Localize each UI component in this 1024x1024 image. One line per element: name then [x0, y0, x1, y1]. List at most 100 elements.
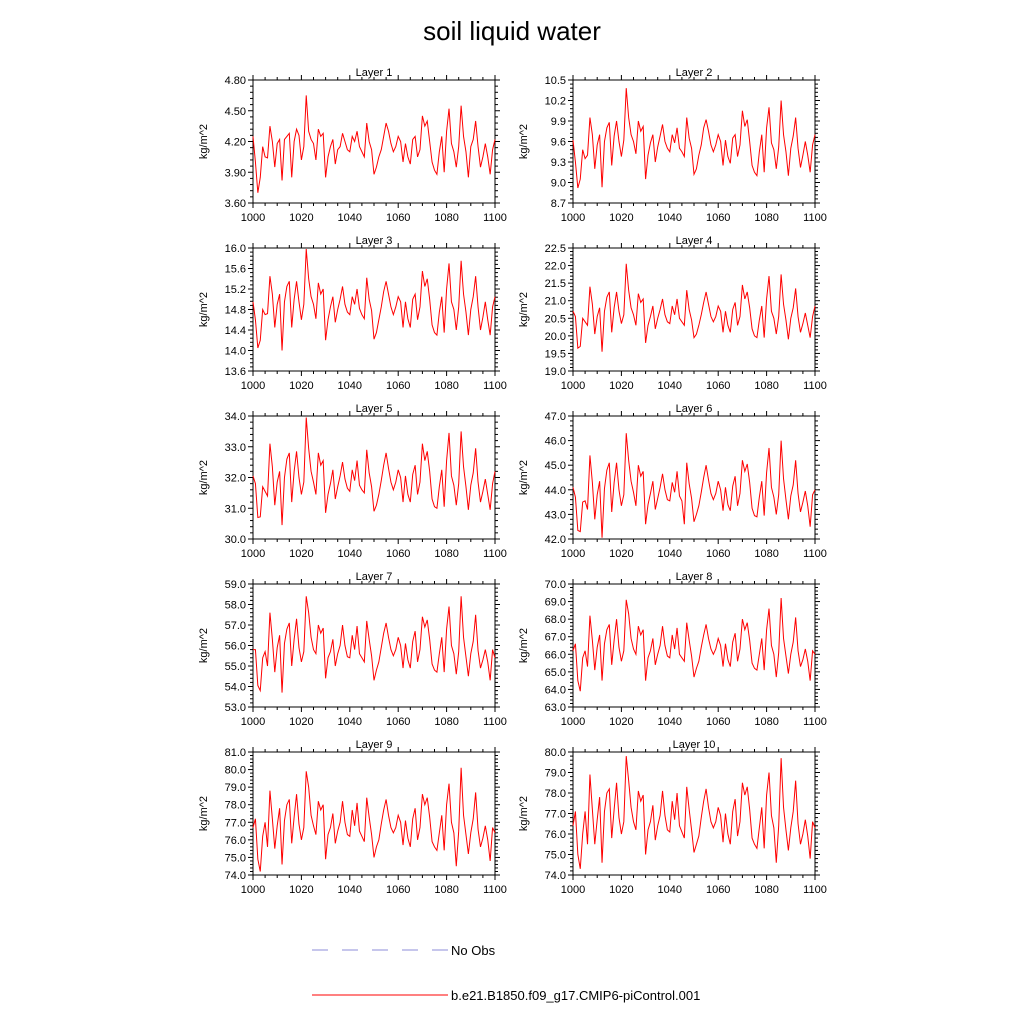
y-tick-label: 14.4 [225, 325, 246, 337]
y-tick-label: 20.5 [545, 313, 566, 325]
y-tick-label: 77.0 [545, 809, 566, 821]
x-tick-label: 1080 [434, 212, 458, 224]
x-tick-label: 1020 [609, 380, 633, 392]
figure-title: soil liquid water [423, 16, 601, 46]
x-tick-label: 1040 [658, 548, 682, 560]
y-tick-label: 15.6 [225, 264, 246, 276]
panel-title: Layer 10 [673, 739, 716, 751]
x-tick-label: 1060 [386, 212, 410, 224]
y-axis-label: kg/m^2 [198, 796, 210, 831]
y-tick-label: 10.2 [545, 96, 566, 108]
x-tick-label: 1060 [706, 884, 730, 896]
y-tick-label: 9.0 [551, 178, 566, 190]
y-tick-label: 77.0 [225, 817, 246, 829]
panel-layer-6: Layer 6 42.0 43.0 44.0 45.0 46.0 47.0 1000 1020 1… [518, 403, 827, 560]
y-tick-label: 32.0 [225, 473, 246, 485]
panel-layer-5: Layer 5 30.0 31.0 32.0 33.0 34.0 1000 1020 1040 1… [198, 403, 507, 560]
x-tick-label: 1080 [754, 212, 778, 224]
panel-title: Layer 8 [676, 571, 713, 583]
y-axis-label: kg/m^2 [518, 292, 530, 327]
y-tick-label: 57.0 [225, 620, 246, 632]
y-tick-label: 80.0 [545, 747, 566, 759]
y-tick-label: 74.0 [225, 870, 246, 882]
panel-layer-7: Layer 7 53.0 54.0 55.0 56.0 57.0 58.0 59.0 1000 1… [198, 571, 507, 728]
x-tick-label: 1100 [803, 884, 827, 896]
x-tick-label: 1080 [434, 548, 458, 560]
panel-title: Layer 3 [356, 235, 393, 247]
y-tick-label: 21.5 [545, 278, 566, 290]
x-tick-label: 1100 [803, 548, 827, 560]
panel-title: Layer 5 [356, 403, 393, 415]
x-tick-label: 1040 [338, 884, 362, 896]
x-tick-label: 1000 [241, 884, 265, 896]
y-tick-label: 81.0 [225, 747, 246, 759]
y-axis-label: kg/m^2 [518, 796, 530, 831]
y-axis-label: kg/m^2 [518, 628, 530, 663]
x-tick-label: 1040 [658, 884, 682, 896]
y-tick-label: 59.0 [225, 579, 246, 591]
panel-title: Layer 2 [676, 67, 713, 79]
panel-title: Layer 6 [676, 403, 713, 415]
x-tick-label: 1020 [609, 716, 633, 728]
panel-layer-3: Layer 3 13.6 14.0 14.4 14.8 15.2 15.6 16.0 1000 1… [198, 235, 507, 392]
y-tick-label: 46.0 [545, 436, 566, 448]
x-tick-label: 1100 [803, 212, 827, 224]
y-tick-label: 21.0 [545, 296, 566, 308]
x-tick-label: 1080 [434, 884, 458, 896]
y-tick-label: 70.0 [545, 579, 566, 591]
y-tick-label: 19.5 [545, 348, 566, 360]
y-tick-label: 76.0 [545, 829, 566, 841]
x-tick-label: 1040 [658, 716, 682, 728]
y-tick-label: 8.7 [551, 198, 566, 210]
y-tick-label: 33.0 [225, 442, 246, 454]
x-tick-label: 1080 [754, 884, 778, 896]
x-tick-label: 1100 [483, 884, 507, 896]
y-tick-label: 44.0 [545, 485, 566, 497]
y-tick-label: 9.9 [551, 116, 566, 128]
legend: No Obs b.e21.B1850.f09_g17.CMIP6-piContr… [312, 943, 700, 1003]
x-tick-label: 1100 [483, 212, 507, 224]
x-tick-label: 1000 [241, 716, 265, 728]
y-tick-label: 22.5 [545, 243, 566, 255]
x-tick-label: 1020 [609, 212, 633, 224]
y-tick-label: 75.0 [225, 852, 246, 864]
x-tick-label: 1020 [289, 884, 313, 896]
x-tick-label: 1060 [386, 380, 410, 392]
y-tick-label: 42.0 [545, 534, 566, 546]
series-line [572, 263, 816, 352]
x-tick-label: 1100 [483, 380, 507, 392]
panel-title: Layer 4 [676, 235, 713, 247]
y-tick-label: 4.50 [225, 106, 246, 118]
x-tick-label: 1100 [803, 380, 827, 392]
y-tick-label: 79.0 [225, 782, 246, 794]
x-tick-label: 1000 [241, 212, 265, 224]
y-tick-label: 74.0 [545, 870, 566, 882]
panel-layer-10: Layer 10 74.0 75.0 76.0 77.0 78.0 79.0 80.0 1000… [518, 739, 827, 896]
y-axis-label: kg/m^2 [198, 124, 210, 159]
x-tick-label: 1020 [289, 212, 313, 224]
y-tick-label: 30.0 [225, 534, 246, 546]
y-tick-label: 43.0 [545, 509, 566, 521]
y-axis-label: kg/m^2 [518, 124, 530, 159]
x-tick-label: 1060 [706, 212, 730, 224]
y-tick-label: 22.0 [545, 261, 566, 273]
y-tick-label: 10.5 [545, 75, 566, 87]
y-axis-label: kg/m^2 [198, 292, 210, 327]
y-tick-label: 55.0 [225, 661, 246, 673]
x-tick-label: 1080 [754, 716, 778, 728]
y-axis-label: kg/m^2 [518, 460, 530, 495]
x-tick-label: 1100 [483, 716, 507, 728]
y-tick-label: 66.0 [545, 649, 566, 661]
x-tick-label: 1060 [706, 380, 730, 392]
series-line [572, 756, 816, 869]
x-tick-label: 1040 [338, 716, 362, 728]
x-tick-label: 1100 [483, 548, 507, 560]
y-tick-label: 3.90 [225, 167, 246, 179]
x-tick-label: 1040 [338, 212, 362, 224]
panel-layer-9: Layer 9 74.0 75.0 76.0 77.0 78.0 79.0 80.0 81.0 1… [198, 739, 507, 896]
x-tick-label: 1040 [658, 380, 682, 392]
series-line [572, 598, 816, 692]
y-tick-label: 13.6 [225, 366, 246, 378]
series-line [252, 767, 496, 872]
x-tick-label: 1000 [241, 548, 265, 560]
